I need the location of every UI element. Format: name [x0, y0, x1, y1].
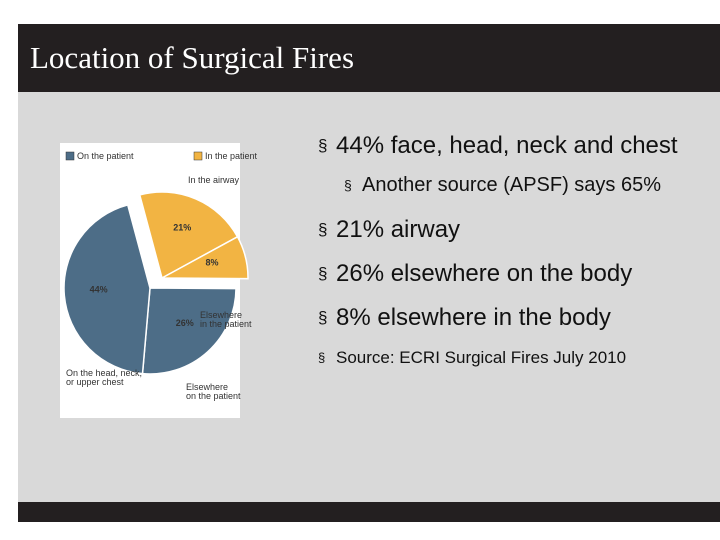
pie-slice: [138, 191, 239, 280]
bullet: 26% elsewhere on the body: [318, 258, 688, 290]
callout-label: On the head, neck,: [66, 368, 142, 378]
pie-slice: [141, 287, 237, 375]
callout-label: Elsewhere: [186, 382, 228, 392]
callout-label: In the airway: [188, 175, 240, 185]
slide-title: Location of Surgical Fires: [30, 40, 355, 75]
callout-label: or upper chest: [66, 377, 124, 387]
pie-slice: [159, 235, 249, 280]
legend-swatch: [65, 151, 75, 161]
slice-label: 8%: [206, 257, 219, 267]
callout-label: on the patient: [186, 391, 241, 401]
pie-slice: [63, 204, 151, 375]
callout-label: Elsewhere: [200, 310, 242, 320]
slice-label: 21%: [173, 223, 191, 233]
bullet: Another source (APSF) says 65%: [318, 172, 688, 198]
slice-label: 44%: [90, 284, 108, 294]
bullet: 21% airway: [318, 214, 688, 246]
legend-swatch: [193, 151, 203, 161]
bullet: Source: ECRI Surgical Fires July 2010: [318, 346, 688, 370]
callout-label: in the patient: [200, 319, 252, 329]
bullet: 8% elsewhere in the body: [318, 302, 688, 334]
legend-label: In the patient: [205, 151, 258, 161]
bullet: 44% face, head, neck and chest: [318, 130, 688, 162]
slice-label: 26%: [176, 318, 194, 328]
title-bar: Location of Surgical Fires: [18, 24, 720, 92]
legend-label: On the patient: [77, 151, 134, 161]
footer-bar: [18, 502, 720, 522]
bullet-list: 44% face, head, neck and chest Another so…: [318, 130, 688, 370]
